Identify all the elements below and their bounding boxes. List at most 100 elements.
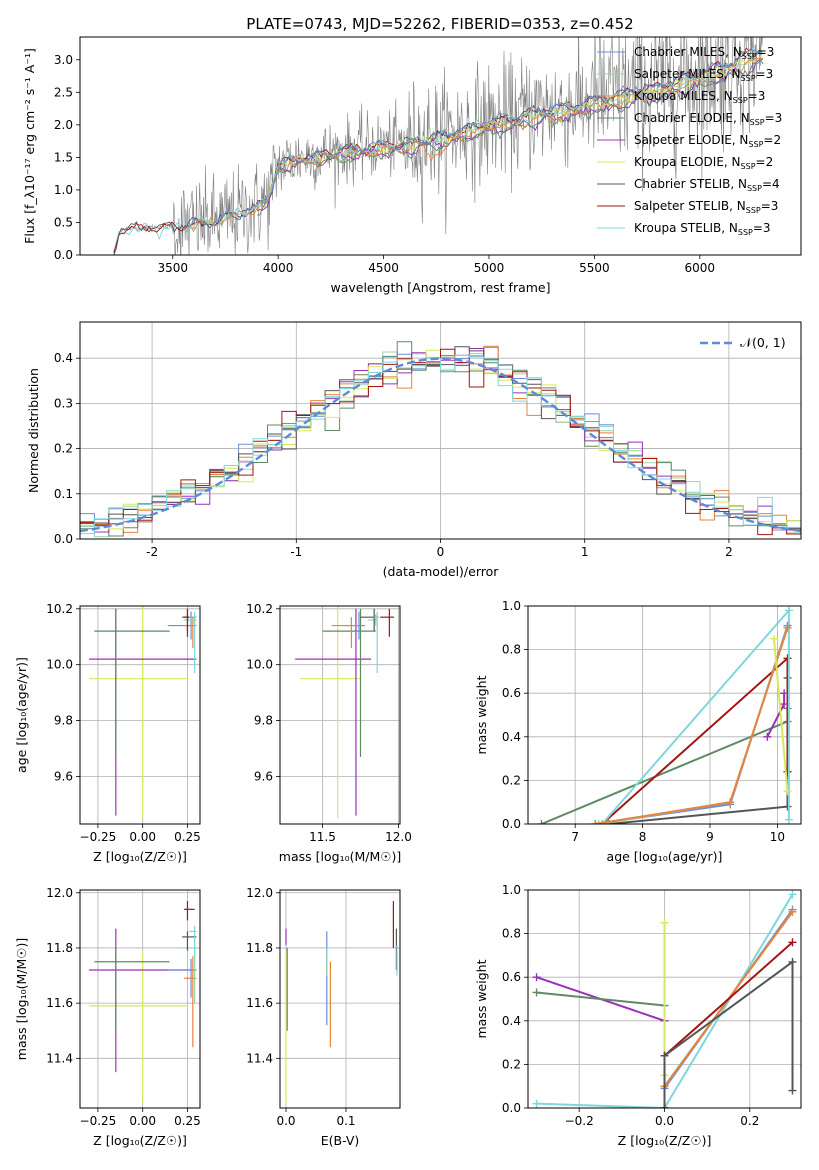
weight-marker bbox=[594, 820, 603, 824]
x-tick-label: 5000 bbox=[474, 261, 505, 275]
weight-line-chabrier-elodie bbox=[536, 991, 665, 1007]
errorbar-salpeter-stelib bbox=[380, 608, 394, 637]
weight-marker bbox=[783, 802, 792, 811]
weight-marker bbox=[660, 918, 669, 927]
weight-marker bbox=[788, 957, 797, 966]
x-tick-label: 6000 bbox=[685, 261, 716, 275]
figure-title: PLATE=0743, MJD=52262, FIBERID=0353, z=0… bbox=[246, 15, 633, 33]
weight-marker bbox=[763, 732, 772, 741]
x-tick-label: 12.0 bbox=[385, 830, 412, 844]
errorbar-kroupa-elodie bbox=[299, 606, 361, 819]
x-tick-label: 4000 bbox=[263, 261, 294, 275]
weight-marker bbox=[780, 700, 789, 709]
x-tick-label: -1 bbox=[290, 545, 302, 559]
plot-area bbox=[88, 901, 197, 1103]
weight-marker bbox=[788, 938, 797, 947]
model-line-chabrier-miles bbox=[182, 49, 763, 231]
legend-entry: 𝒩(0, 1) bbox=[740, 335, 786, 350]
y-tick-label: 2.0 bbox=[54, 118, 73, 132]
weight-line-chabrier-stelib bbox=[663, 959, 794, 1108]
y-tick-label: 0.0 bbox=[502, 1101, 521, 1115]
y-tick-label: 0.2 bbox=[54, 442, 73, 456]
y-tick-label: 0.0 bbox=[54, 532, 73, 546]
errorbar-kroupa-miles bbox=[331, 617, 359, 648]
weight-marker bbox=[660, 1104, 669, 1108]
errorbar-kroupa-stelib bbox=[189, 925, 197, 965]
legend-entry: Kroupa STELIB, NSSP=3 bbox=[634, 221, 771, 237]
panel-age-vs-Z: −0.25 0.00 0.25 9.6 9.8 10.0 10.2 Z [log₁₀(Z/Z☉… bbox=[14, 602, 201, 864]
model-line-chabrier-elodie bbox=[257, 58, 764, 216]
y-tick-label: 0.1 bbox=[54, 487, 73, 501]
legend-entry: Chabrier MILES, NSSP=3 bbox=[634, 45, 774, 61]
panel-mass-vs-ebv: 0.0 0.1 11.4 11.6 11.8 12.0 E(B-V) bbox=[246, 886, 401, 1148]
x-axis-label: Z [log₁₀(Z/Z☉)] bbox=[93, 1133, 187, 1148]
weight-marker bbox=[788, 907, 797, 916]
y-tick-label: 1.0 bbox=[502, 883, 521, 897]
weight-line-kroupa-stelib bbox=[536, 893, 794, 1108]
weight-marker bbox=[780, 689, 789, 698]
x-tick-label: -2 bbox=[146, 545, 158, 559]
plot-area bbox=[295, 606, 394, 819]
weight-marker bbox=[532, 1099, 541, 1108]
y-tick-label: 0.0 bbox=[54, 248, 73, 262]
errorbar-salpeter-elodie bbox=[295, 608, 372, 816]
y-tick-label: 1.0 bbox=[502, 599, 521, 613]
weight-marker bbox=[788, 1086, 797, 1095]
x-axis-label: (data-model)/error bbox=[383, 564, 500, 579]
panel-mass-vs-Z: −0.25 0.00 0.25 11.4 11.6 11.8 12.0 Z [log₁₀(Z/… bbox=[14, 886, 201, 1148]
x-tick-label: 10 bbox=[770, 830, 785, 844]
y-tick-label: 10.2 bbox=[246, 602, 273, 616]
y-tick-label: 9.8 bbox=[54, 714, 73, 728]
x-tick-label: −0.25 bbox=[80, 1114, 117, 1128]
y-tick-label: 11.4 bbox=[46, 1051, 73, 1065]
weight-marker bbox=[788, 890, 797, 899]
legend-entry: Kroupa ELODIE, NSSP=2 bbox=[634, 155, 773, 171]
y-tick-label: 3.0 bbox=[54, 53, 73, 67]
y-axis-label: mass weight bbox=[474, 959, 489, 1038]
y-axis-label: Normed distribution bbox=[26, 368, 41, 493]
x-tick-label: 0.25 bbox=[174, 1114, 201, 1128]
model-line-salpeter-miles bbox=[182, 47, 763, 232]
y-tick-label: 9.6 bbox=[254, 769, 273, 783]
y-tick-label: 11.6 bbox=[246, 996, 273, 1010]
y-tick-label: 9.6 bbox=[54, 769, 73, 783]
spectrum-data-line bbox=[113, 37, 763, 255]
x-tick-label: 0.0 bbox=[276, 1114, 295, 1128]
y-tick-label: 0.6 bbox=[502, 970, 521, 984]
plot-area bbox=[537, 606, 793, 824]
weight-marker bbox=[783, 654, 792, 663]
errorbar-kroupa-stelib bbox=[374, 611, 379, 674]
weight-marker bbox=[770, 634, 779, 643]
x-tick-label: 0.0 bbox=[655, 1114, 674, 1128]
x-tick-label: 0 bbox=[437, 545, 445, 559]
panel-residuals: -2 -1 0 1 2 0.0 0.1 0.2 0.3 0.4 (data-model)/error… bbox=[26, 321, 802, 579]
x-axis-label: wavelength [Angstrom, rest frame] bbox=[330, 280, 550, 295]
weight-marker bbox=[784, 815, 793, 824]
x-tick-label: −0.25 bbox=[80, 830, 117, 844]
errorbar-chabrier-elodie bbox=[94, 947, 170, 1031]
legend-entry: Chabrier STELIB, NSSP=4 bbox=[634, 177, 780, 193]
y-tick-label: 10.0 bbox=[46, 658, 73, 672]
weight-marker bbox=[598, 820, 607, 824]
x-axis-label: Z [log₁₀(Z/Z☉)] bbox=[618, 1133, 712, 1148]
model-line-salpeter-stelib bbox=[113, 47, 762, 253]
y-tick-label: 11.8 bbox=[46, 941, 73, 955]
y-tick-label: 11.8 bbox=[246, 941, 273, 955]
x-axis-label: age [log₁₀(age/yr)] bbox=[607, 849, 723, 864]
weight-marker bbox=[726, 798, 735, 807]
errorbar-kroupa-elodie bbox=[88, 950, 188, 1103]
y-tick-label: 0.4 bbox=[54, 351, 73, 365]
plot-area bbox=[532, 890, 797, 1108]
x-tick-label: 4500 bbox=[368, 261, 399, 275]
errorbar-kroupa-elodie bbox=[88, 606, 188, 819]
y-tick-label: 11.4 bbox=[246, 1051, 273, 1065]
y-tick-label: 0.2 bbox=[502, 773, 521, 787]
plot-area bbox=[88, 606, 197, 819]
y-axis-label: age [log₁₀(age/yr)] bbox=[14, 657, 29, 773]
spectrum-legend: Chabrier MILES, NSSP=3 Salpeter MILES, NS… bbox=[597, 45, 782, 237]
axes-frame bbox=[79, 605, 201, 825]
y-tick-label: 10.0 bbox=[246, 658, 273, 672]
normal-curve bbox=[80, 357, 801, 533]
x-tick-label: 0.1 bbox=[336, 1114, 355, 1128]
y-tick-label: 0.4 bbox=[502, 730, 521, 744]
